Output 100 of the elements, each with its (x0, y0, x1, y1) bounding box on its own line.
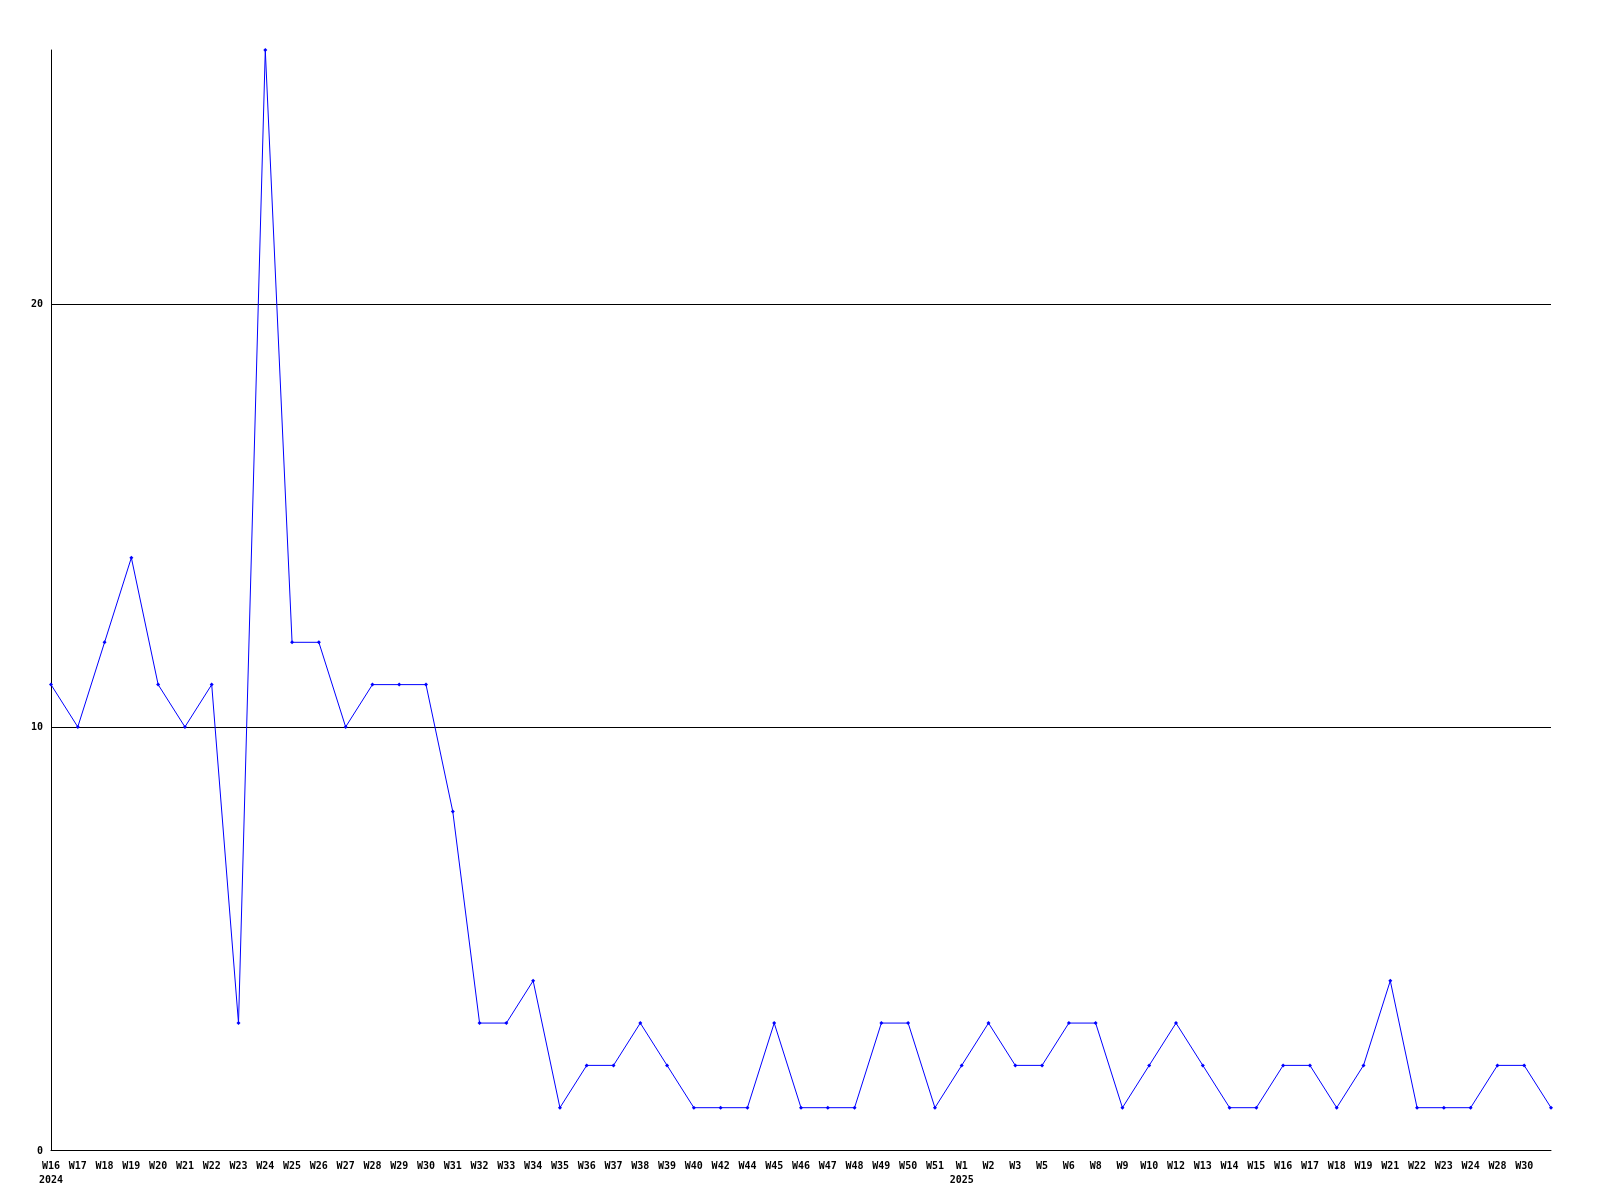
x-tick-label: W23 (1434, 1159, 1453, 1171)
x-tick-label: W30 (416, 1159, 436, 1171)
x-tick-label: W15 (1247, 1159, 1266, 1171)
x-tick-label: W19 (1354, 1159, 1373, 1171)
point (370, 682, 375, 687)
point (1013, 1063, 1018, 1068)
x-tick-label: W8 (1089, 1159, 1102, 1171)
x-tick-label: W18 (95, 1159, 114, 1171)
point (906, 1021, 911, 1026)
x-tick-label: W39 (658, 1159, 677, 1171)
x-tick-label: W49 (872, 1159, 891, 1171)
point (718, 1105, 723, 1110)
point (584, 1063, 589, 1068)
x-tick-label: W37 (604, 1159, 623, 1171)
point (852, 1105, 857, 1110)
x-tick-label: W24 (1461, 1159, 1480, 1171)
x-tick-label: W47 (818, 1159, 837, 1171)
x-tick-label: W12 (1166, 1159, 1186, 1171)
x-tick-label: W16 2024 (38, 1159, 64, 1185)
point (1549, 1105, 1553, 1110)
x-tick-label: W10 (1140, 1159, 1159, 1171)
point (1522, 1063, 1527, 1068)
x-tick-label: W36 (577, 1159, 596, 1171)
x-tick-label: W28 (363, 1159, 382, 1171)
point (316, 640, 321, 645)
x-tick-label: W19 (122, 1159, 141, 1171)
point (531, 978, 536, 983)
x-tick-label: W17 (1300, 1159, 1319, 1171)
x-tick-label: W9 (1116, 1159, 1129, 1171)
x-tick-label: W24 (256, 1159, 275, 1171)
point (450, 809, 455, 814)
x-tick-label: W29 (390, 1159, 409, 1171)
point (156, 682, 161, 687)
x-tick-label: W50 (899, 1159, 918, 1171)
point (959, 1063, 964, 1068)
point (932, 1105, 937, 1110)
point (424, 682, 428, 687)
point (1361, 1063, 1366, 1068)
point (1227, 1105, 1232, 1110)
point (1281, 1063, 1286, 1068)
x-tick-label: W38 (631, 1159, 650, 1171)
point (397, 682, 402, 687)
x-tick-label: W51 (925, 1159, 944, 1171)
x-tick-label: W27 (336, 1159, 355, 1171)
point (236, 1021, 241, 1026)
point (1066, 1021, 1071, 1026)
point (1254, 1105, 1259, 1110)
point (1307, 1063, 1312, 1068)
x-tick-label: W13 (1193, 1159, 1212, 1171)
point (1468, 1105, 1473, 1110)
point (263, 48, 268, 52)
point (209, 682, 214, 687)
x-tick-label: W45 (765, 1159, 784, 1171)
x-tick-label: W21 (175, 1159, 194, 1171)
point (638, 1021, 643, 1026)
x-tick-label: W28 (1488, 1159, 1507, 1171)
point (1093, 1021, 1098, 1026)
x-tick-label: W5 (1036, 1159, 1049, 1171)
point (799, 1105, 803, 1110)
point (75, 724, 80, 729)
point (1147, 1063, 1152, 1068)
x-tick-label: W21 (1381, 1159, 1400, 1171)
point (879, 1021, 884, 1026)
x-tick-label: W35 (550, 1159, 569, 1171)
x-tick-label: W26 (309, 1159, 328, 1171)
x-tick-label: W3 (1009, 1159, 1022, 1171)
x-tick-label: W22 (1408, 1159, 1427, 1171)
x-tick-label: W6 (1062, 1159, 1075, 1171)
x-tick-label: W40 (684, 1159, 703, 1171)
point (343, 724, 348, 729)
x-tick-label: W20 (149, 1159, 168, 1171)
x-tick-label: W25 (283, 1159, 302, 1171)
x-tick-label: W17 (68, 1159, 87, 1171)
point (1334, 1105, 1339, 1110)
point (665, 1063, 670, 1068)
x-tick-label: W48 (845, 1159, 864, 1171)
point (1415, 1105, 1420, 1110)
point (1200, 1063, 1205, 1068)
x-tick-label: W22 (202, 1159, 221, 1171)
x-tick-label: W44 (738, 1159, 757, 1171)
x-tick-label: W30 (1515, 1159, 1534, 1171)
point (557, 1105, 562, 1110)
x-tick-label: W46 (791, 1159, 811, 1171)
x-tick-label: W23 (229, 1159, 248, 1171)
point (1495, 1063, 1500, 1068)
point (825, 1105, 830, 1110)
x-tick-label: W33 (497, 1159, 516, 1171)
point (772, 1021, 777, 1026)
x-tick-label: W42 (711, 1159, 730, 1171)
point (611, 1063, 616, 1068)
x-tick-label: W34 (524, 1159, 543, 1171)
point (102, 640, 107, 645)
point (182, 724, 187, 729)
x-tick-label: W1 2025 (949, 1159, 974, 1185)
y-tick-label: 20 (30, 298, 43, 310)
point (745, 1105, 750, 1110)
point (477, 1021, 482, 1026)
y-tick-label: 0 (36, 1144, 43, 1156)
x-tick-label: W14 (1220, 1159, 1239, 1171)
point (1441, 1105, 1446, 1110)
